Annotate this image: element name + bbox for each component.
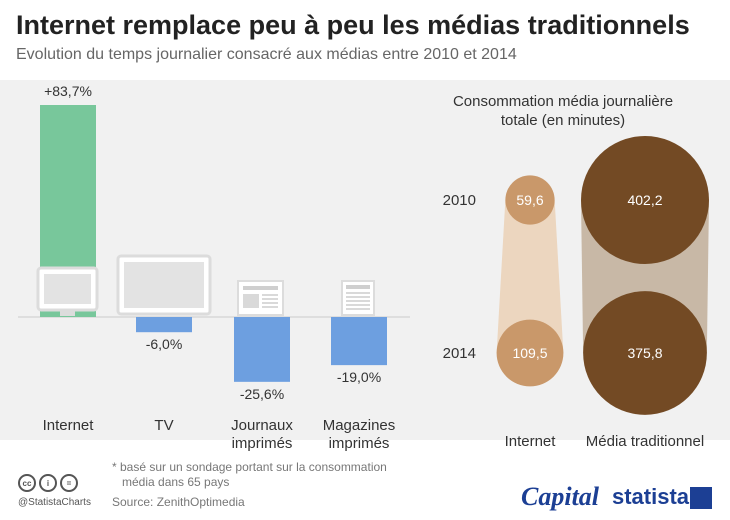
- attribution-icon: i: [39, 474, 57, 492]
- newspaper-text-line: [262, 298, 278, 300]
- magazine-icon: [341, 280, 375, 316]
- bubble-value-label: 375,8: [627, 345, 662, 361]
- cc-icon: cc: [18, 474, 36, 492]
- bar-newspaper: [234, 317, 290, 382]
- magazine-text-line: [346, 292, 370, 294]
- tv-screen: [124, 262, 204, 308]
- bubble-value-label: 402,2: [627, 192, 662, 208]
- bubble-internet-2010: [505, 175, 555, 225]
- magazine-text-line: [346, 296, 370, 298]
- magazine-title: [346, 285, 370, 289]
- footnote-line-2: média dans 65 pays: [122, 475, 230, 489]
- bubble-chart-title: totale (en minutes): [501, 112, 625, 129]
- monitor-screen: [44, 274, 91, 304]
- bar-magazine: [331, 317, 387, 366]
- bubble-traditional-2014: [583, 291, 707, 415]
- capital-logo: Capital: [521, 482, 600, 511]
- bar-value-label: -19,0%: [337, 369, 381, 385]
- year-label: 2010: [443, 192, 476, 209]
- bubble-traditional-2010: [581, 136, 709, 264]
- bar-tv: [136, 317, 192, 333]
- statista-handle: @StatistaCharts: [18, 497, 91, 508]
- bubble-value-label: 109,5: [512, 345, 547, 361]
- magazine-text-line: [346, 304, 370, 306]
- magazine-text-line: [346, 300, 370, 302]
- chart-subtitle: Evolution du temps journalier consacré a…: [16, 46, 517, 63]
- bubble-series-label: Média traditionnel: [586, 433, 704, 450]
- bar-value-label: -25,6%: [240, 386, 284, 402]
- bar-value-label: +83,7%: [44, 83, 92, 99]
- bubble-chart-title: Consommation média journalière: [453, 93, 673, 110]
- bubble-series-label: Internet: [505, 433, 557, 450]
- bubble-connector-band: [496, 200, 564, 353]
- footnote-line-1: * basé sur un sondage portant sur la con…: [112, 460, 387, 474]
- source-note: Source: ZenithOptimedia: [112, 495, 245, 509]
- footnote: * basé sur un sondage portant sur la con…: [112, 460, 412, 490]
- chart-title: Internet remplace peu à peu les médias t…: [16, 10, 690, 40]
- category-label: Journaux: [231, 417, 293, 434]
- category-label: imprimés: [232, 435, 293, 452]
- license-icons: cc i =: [18, 474, 78, 492]
- monitor-stand: [60, 311, 75, 316]
- category-label: imprimés: [329, 435, 390, 452]
- statista-logo: statista: [612, 484, 690, 509]
- bar-value-label: -6,0%: [146, 336, 183, 352]
- year-label: 2014: [443, 345, 476, 362]
- newspaper-text-line: [262, 294, 278, 296]
- category-label: Internet: [43, 417, 95, 434]
- magazine-text-line: [346, 308, 370, 310]
- bubble-value-label: 59,6: [516, 192, 543, 208]
- newspaper-headline: [243, 286, 278, 290]
- no-derivatives-icon: =: [60, 474, 78, 492]
- newspaper-icon: [237, 280, 284, 316]
- newspaper-photo: [243, 294, 259, 308]
- statista-mark-icon: [690, 487, 712, 509]
- category-label: TV: [154, 417, 173, 434]
- monitor-icon: [36, 266, 99, 316]
- newspaper-text-line: [262, 306, 278, 308]
- tv-icon: [116, 254, 212, 316]
- bubble-internet-2014: [496, 319, 564, 387]
- newspaper-text-line: [262, 302, 278, 304]
- category-label: Magazines: [323, 417, 396, 434]
